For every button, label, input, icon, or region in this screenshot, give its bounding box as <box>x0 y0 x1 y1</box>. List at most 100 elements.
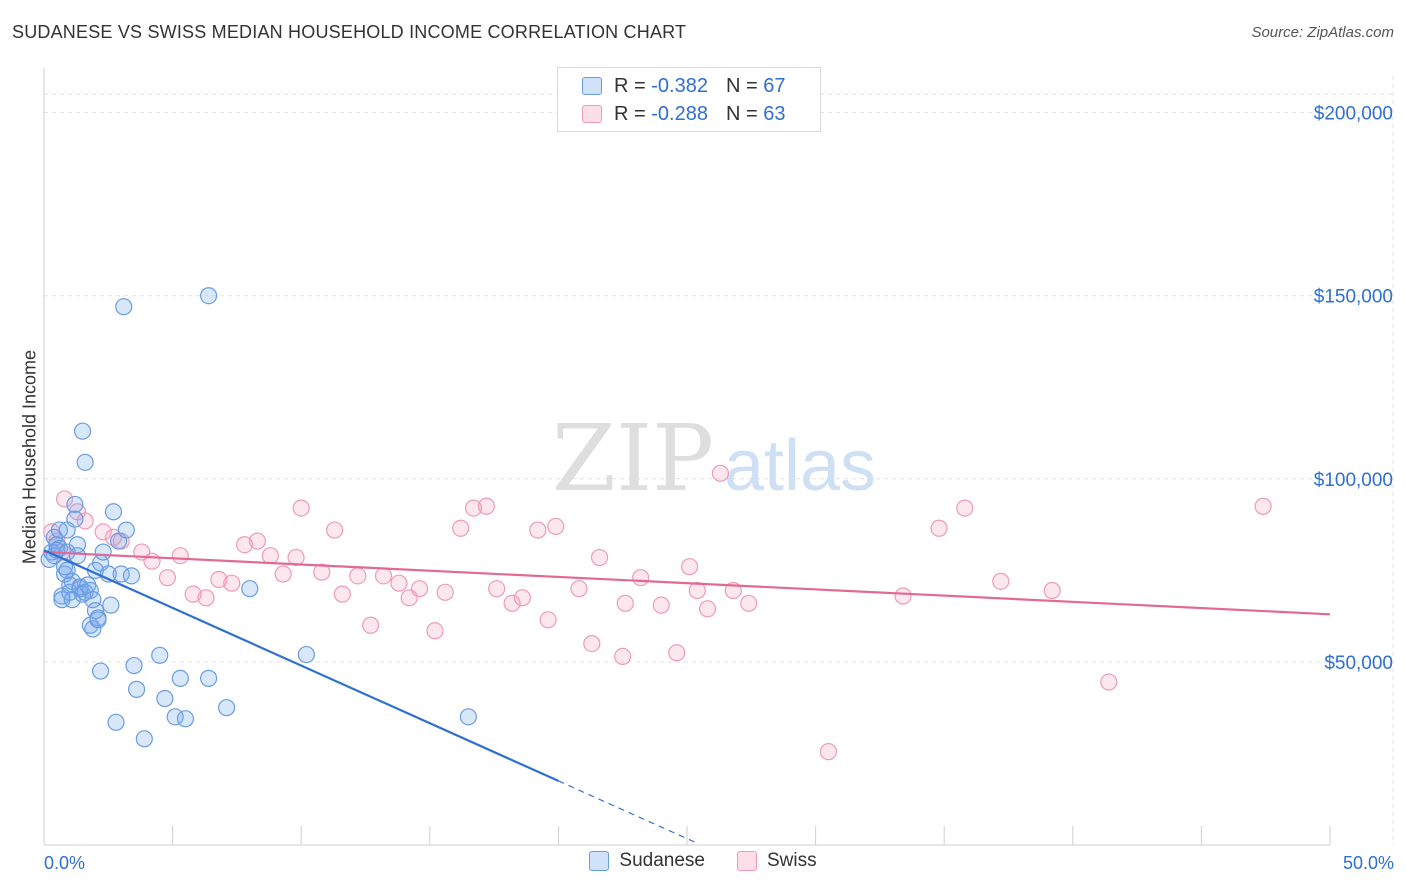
sudanese-point <box>84 591 102 609</box>
sudanese-point <box>68 547 87 565</box>
swiss-point <box>426 622 444 640</box>
sudanese-point <box>91 662 110 680</box>
swiss-point <box>210 570 228 589</box>
sudanese-point <box>94 543 112 561</box>
swiss-point <box>503 594 521 612</box>
sudanese-point <box>107 713 125 731</box>
swiss-trend-line <box>43 550 1331 616</box>
sudanese-point <box>151 646 169 664</box>
sudanese-point <box>76 453 94 471</box>
swiss-point <box>287 548 305 567</box>
swiss-point <box>711 464 730 482</box>
y-tick-labels: $50,000 $100,000 $150,000 $200,000 <box>1314 104 1393 674</box>
sudanese-point <box>66 495 84 514</box>
legend-item-sudanese: Sudanese <box>589 850 705 872</box>
sudanese-trend-extension <box>558 780 695 843</box>
swiss-point <box>143 552 161 570</box>
watermark-zip-text: ZIP <box>552 405 714 512</box>
swiss-point <box>488 580 506 598</box>
swiss-point <box>570 580 588 598</box>
swiss-point <box>680 558 699 576</box>
swiss-point <box>539 611 557 629</box>
sudanese-point <box>297 645 315 664</box>
gridlines <box>44 76 1394 845</box>
swiss-point <box>274 565 292 583</box>
legend-label-swiss: Swiss <box>766 850 817 871</box>
sudanese-points <box>40 287 477 748</box>
legend-r-value: -0.382 <box>651 74 708 97</box>
swiss-point <box>55 490 74 508</box>
sudanese-point <box>104 503 123 521</box>
swiss-point <box>94 523 112 541</box>
swiss-point <box>513 589 531 607</box>
sudanese-point <box>115 298 133 316</box>
sudanese-point <box>117 521 135 539</box>
legend-item-swiss: Swiss <box>736 850 817 872</box>
swiss-point <box>688 581 706 600</box>
legend-row-sudanese: R = -0.382 N = 67 <box>582 72 785 100</box>
sudanese-point <box>89 611 107 629</box>
swiss-point <box>583 634 601 653</box>
swiss-point <box>740 594 758 612</box>
swiss-point <box>452 519 470 537</box>
y-tick-label: $150,000 <box>1314 287 1393 308</box>
legend-r-label: R = <box>614 102 646 125</box>
swiss-point <box>477 497 495 515</box>
sudanese-swatch <box>582 77 602 95</box>
swiss-point <box>292 499 310 517</box>
legend-n-value: 63 <box>763 102 786 125</box>
swiss-point <box>614 647 632 666</box>
sudanese-point <box>73 422 92 440</box>
y-tick-label: $50,000 <box>1324 653 1393 674</box>
swiss-legend-swatch <box>736 851 757 871</box>
y-tick-label: $100,000 <box>1314 470 1393 491</box>
x-tick-label-max: 50.0% <box>1342 853 1394 873</box>
swiss-point <box>529 521 547 539</box>
sudanese-point <box>84 620 102 638</box>
swiss-point <box>248 532 267 550</box>
swiss-point <box>652 596 670 614</box>
swiss-point <box>616 594 634 612</box>
sudanese-point <box>135 730 153 748</box>
sudanese-point <box>102 596 120 614</box>
swiss-point <box>1254 497 1272 515</box>
legend-r-value: -0.288 <box>651 102 708 125</box>
swiss-point <box>158 569 177 587</box>
sudanese-point <box>200 669 218 687</box>
swiss-point <box>171 547 189 565</box>
swiss-point <box>547 517 565 536</box>
sudanese-point <box>176 710 195 728</box>
legend-n-label: N = <box>725 74 758 97</box>
swiss-point <box>590 548 609 567</box>
zipatlas-watermark: ZIP atlas <box>552 405 876 512</box>
source-label: Source: ZipAtlas.com <box>1251 24 1394 41</box>
swiss-point <box>390 574 408 592</box>
series-legend: Sudanese Swiss <box>0 850 1406 872</box>
swiss-point <box>333 585 351 603</box>
swiss-point <box>313 563 331 581</box>
swiss-point <box>992 572 1010 590</box>
sudanese-trend-line <box>43 549 559 782</box>
swiss-point <box>374 567 393 585</box>
chart-title: SUDANESE VS SWISS MEDIAN HOUSEHOLD INCOM… <box>12 22 687 42</box>
legend-label-sudanese: Sudanese <box>619 850 705 871</box>
watermark-atlas-text: atlas <box>724 426 876 506</box>
swiss-point <box>236 536 254 554</box>
swiss-point <box>894 587 912 605</box>
trend-lines <box>43 549 1331 843</box>
swiss-point <box>930 519 948 537</box>
axes <box>43 68 1331 846</box>
swiss-point <box>1043 581 1061 600</box>
sudanese-point <box>125 656 143 675</box>
swiss-point <box>1100 673 1118 691</box>
correlation-legend: R = -0.382 N = 67 R = -0.288 N = 63 <box>557 67 821 132</box>
legend-r-label: R = <box>614 74 646 97</box>
swiss-point <box>223 574 241 592</box>
sudanese-point <box>241 580 259 598</box>
swiss-point <box>464 499 483 517</box>
sudanese-point <box>156 689 174 708</box>
y-tick-label: $200,000 <box>1314 104 1393 125</box>
legend-n-value: 67 <box>763 74 786 97</box>
swiss-point <box>184 585 202 603</box>
